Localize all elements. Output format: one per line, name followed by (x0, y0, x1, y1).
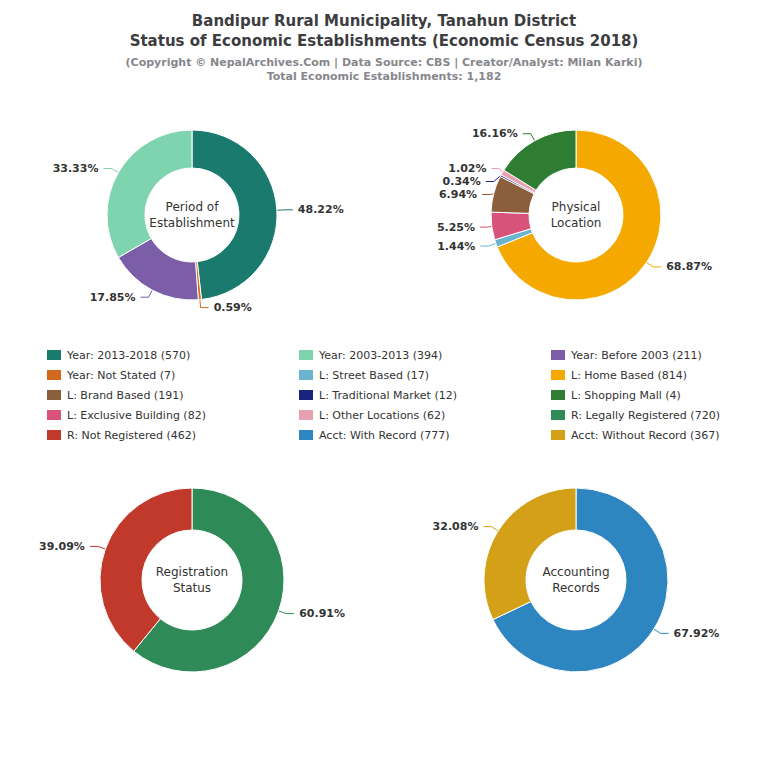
svg-text:L: Exclusive Building (82): L: Exclusive Building (82) (67, 409, 206, 422)
svg-text:Accounting: Accounting (542, 565, 609, 579)
svg-text:Acct: Without Record (367): Acct: Without Record (367) (571, 429, 720, 442)
svg-text:0.34%: 0.34% (443, 175, 481, 188)
svg-text:67.92%: 67.92% (674, 627, 720, 640)
svg-text:L: Shopping Mall (4): L: Shopping Mall (4) (571, 389, 681, 402)
svg-text:Year: 2013-2018 (570): Year: 2013-2018 (570) (66, 349, 190, 362)
svg-text:R: Legally Registered (720): R: Legally Registered (720) (571, 409, 720, 422)
svg-text:Bandipur Rural Municipality, T: Bandipur Rural Municipality, Tanahun Dis… (192, 12, 576, 30)
svg-text:60.91%: 60.91% (299, 607, 345, 620)
svg-text:Physical: Physical (552, 200, 601, 214)
svg-text:Period of: Period of (166, 200, 220, 214)
svg-text:L: Home Based (814): L: Home Based (814) (571, 369, 687, 382)
svg-text:Establishment: Establishment (149, 216, 235, 230)
svg-text:1.44%: 1.44% (437, 240, 475, 253)
svg-text:Year: Before 2003 (211): Year: Before 2003 (211) (570, 349, 702, 362)
svg-text:Status: Status (173, 581, 211, 595)
svg-text:48.22%: 48.22% (298, 203, 344, 216)
svg-text:16.16%: 16.16% (472, 127, 518, 140)
svg-text:L: Traditional Market (12): L: Traditional Market (12) (319, 389, 457, 402)
svg-text:Year: Not Stated (7): Year: Not Stated (7) (66, 369, 175, 382)
svg-text:L: Other Locations (62): L: Other Locations (62) (319, 409, 445, 422)
svg-text:Registration: Registration (156, 565, 228, 579)
svg-text:5.25%: 5.25% (437, 221, 475, 234)
svg-text:Location: Location (551, 216, 602, 230)
svg-text:Acct: With Record (777): Acct: With Record (777) (319, 429, 450, 442)
svg-text:R: Not Registered (462): R: Not Registered (462) (67, 429, 196, 442)
svg-text:Year: 2003-2013 (394): Year: 2003-2013 (394) (318, 349, 442, 362)
svg-text:32.08%: 32.08% (433, 520, 479, 533)
svg-text:17.85%: 17.85% (90, 291, 136, 304)
svg-text:Status of Economic Establishme: Status of Economic Establishments (Econo… (130, 32, 639, 50)
svg-text:1.02%: 1.02% (448, 162, 486, 175)
svg-text:6.94%: 6.94% (439, 188, 477, 201)
svg-text:39.09%: 39.09% (39, 540, 85, 553)
svg-text:33.33%: 33.33% (53, 162, 99, 175)
svg-text:0.59%: 0.59% (214, 301, 252, 314)
svg-text:L: Brand Based (191): L: Brand Based (191) (67, 389, 183, 402)
svg-text:Total Economic Establishments:: Total Economic Establishments: 1,182 (267, 70, 502, 83)
svg-text:L: Street Based (17): L: Street Based (17) (319, 369, 429, 382)
svg-text:Records: Records (552, 581, 600, 595)
svg-text:(Copyright © NepalArchives.Com: (Copyright © NepalArchives.Com | Data So… (126, 56, 643, 69)
svg-text:68.87%: 68.87% (666, 260, 712, 273)
